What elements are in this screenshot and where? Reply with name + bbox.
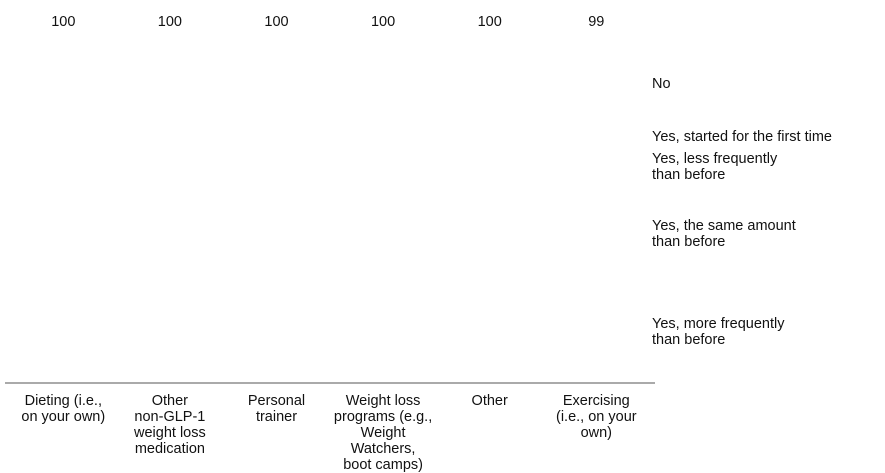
- x-tick-label: Other: [471, 393, 508, 409]
- legend-entry: No: [652, 76, 671, 92]
- x-tick-label: Personal trainer: [247, 393, 306, 425]
- legend-entry: Yes, less frequently than before: [652, 151, 778, 183]
- x-tick-label: Weight loss programs (e.g., Weight Watch…: [333, 393, 433, 473]
- total-label: 99: [588, 14, 605, 30]
- total-label: 100: [477, 14, 502, 30]
- legend-entry: Yes, more frequently than before: [652, 316, 785, 348]
- total-label: 100: [157, 14, 182, 30]
- x-tick-label: Exercising (i.e., on your own): [556, 393, 637, 441]
- legend-entry: Yes, started for the first time: [652, 129, 832, 145]
- x-tick-label: Other non-GLP-1 weight loss medication: [134, 393, 206, 457]
- x-tick-label: Dieting (i.e., on your own): [21, 393, 106, 425]
- total-label: 100: [264, 14, 289, 30]
- total-label: 100: [370, 14, 396, 30]
- legend-entry: Yes, the same amount than before: [652, 218, 796, 250]
- total-label: 100: [51, 14, 76, 30]
